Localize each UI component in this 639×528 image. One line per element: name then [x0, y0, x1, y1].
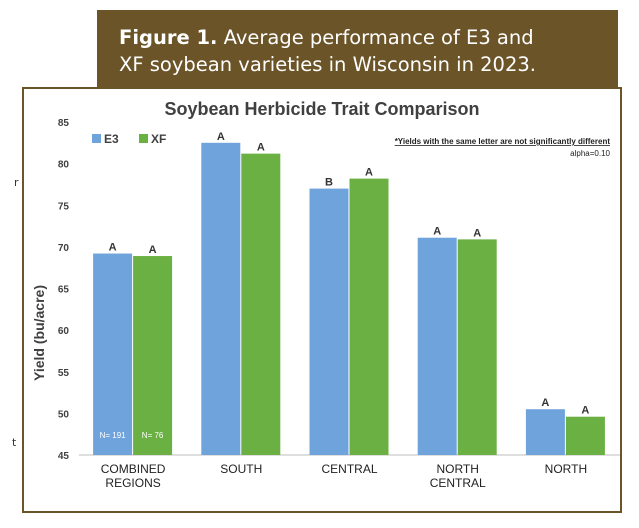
legend-swatch-e3 — [92, 134, 101, 143]
y-tick-label: 70 — [58, 243, 70, 254]
bars — [93, 142, 605, 456]
significance-letter: B — [325, 177, 333, 189]
bar-xf-3 — [457, 239, 497, 455]
margin-mark-2: t — [12, 436, 17, 449]
margin-mark-1: r — [14, 176, 19, 189]
y-axis-label: Yield (bu/acre) — [31, 285, 47, 381]
caption-line-1: Average performance of E3 and — [223, 26, 534, 49]
bar-e3-1 — [201, 142, 241, 455]
legend-swatch-xf — [139, 134, 148, 143]
legend-label-e3: E3 — [104, 132, 119, 146]
bar-xf-2 — [349, 178, 389, 456]
bar-xf-0 — [133, 256, 173, 455]
figure-label: Figure 1. — [119, 26, 218, 49]
bar-chart: Soybean Herbicide Trait Comparison Yield… — [31, 99, 620, 490]
category-label: CENTRAL — [430, 476, 486, 490]
y-tick-label: 60 — [58, 326, 70, 337]
category-label: NORTH — [436, 462, 478, 476]
y-tick-label: 75 — [58, 201, 70, 212]
significance-letter: A — [473, 227, 481, 239]
y-tick-label: 80 — [58, 160, 70, 171]
significance-letter: A — [433, 226, 441, 238]
chart-title: Soybean Herbicide Trait Comparison — [164, 99, 479, 119]
y-tick-label: 85 — [58, 118, 70, 129]
significance-note: *Yields with the same letter are not sig… — [395, 137, 611, 146]
caption-line-2: XF soybean varieties in Wisconsin in 202… — [119, 53, 536, 76]
significance-letter: A — [257, 142, 265, 154]
alpha-note: alpha=0.10 — [570, 149, 610, 158]
category-label: NORTH — [545, 462, 587, 476]
y-tick-label: 65 — [58, 285, 70, 296]
bar-xf-4 — [565, 416, 605, 455]
bar-xf-1 — [241, 153, 281, 455]
category-label: REGIONS — [105, 476, 160, 490]
y-tick-label: 50 — [58, 409, 70, 420]
bar-e3-2 — [309, 188, 349, 455]
significance-letter: A — [149, 244, 157, 256]
legend: E3 XF — [92, 132, 166, 146]
bar-e3-4 — [525, 409, 565, 455]
significance-letter: A — [365, 167, 373, 179]
category-label: SOUTH — [220, 462, 262, 476]
significance-letter: A — [581, 405, 589, 417]
y-tick-label: 55 — [58, 368, 70, 379]
category-label: COMBINED — [101, 462, 166, 476]
sample-size-label: N= 76 — [142, 431, 164, 440]
bar-e3-3 — [417, 237, 457, 455]
sample-size-label: N= 191 — [100, 431, 127, 440]
chart-frame: Soybean Herbicide Trait Comparison Yield… — [22, 87, 622, 513]
y-tick-label: 45 — [58, 451, 70, 462]
bar-e3-0 — [93, 253, 133, 455]
figure-caption: Figure 1. Average performance of E3 and … — [97, 10, 618, 95]
significance-letter: A — [541, 397, 549, 409]
legend-label-xf: XF — [151, 132, 166, 146]
category-label: CENTRAL — [321, 462, 377, 476]
significance-letter: A — [109, 242, 117, 254]
significance-letter: A — [217, 131, 225, 143]
